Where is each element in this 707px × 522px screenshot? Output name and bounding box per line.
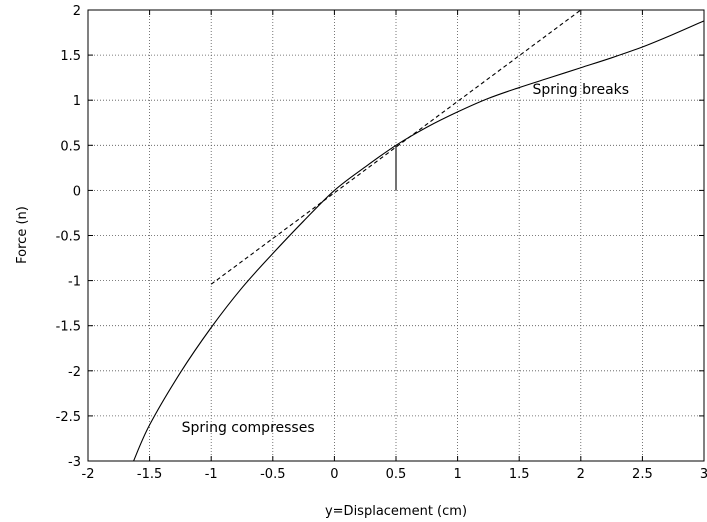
y-tick-label: 0 — [73, 184, 81, 199]
x-tick-label: -1 — [205, 467, 218, 482]
y-tick-label: 1 — [73, 94, 81, 109]
annotation-spring-compresses: Spring compresses — [182, 420, 315, 436]
y-axis-label: Force (n) — [15, 206, 30, 264]
x-tick-label: 2.5 — [632, 467, 653, 482]
y-tick-label: -3 — [68, 455, 81, 470]
x-tick-label: 2 — [577, 467, 585, 482]
y-tick-label: -1.5 — [56, 320, 81, 335]
series-group — [133, 9, 705, 462]
annotation-spring-breaks: Spring breaks — [533, 82, 630, 98]
y-tick-label: 1.5 — [60, 49, 81, 64]
y-tick-label: -1 — [68, 275, 81, 290]
x-tick-label: -1.5 — [137, 467, 162, 482]
ticks — [87, 9, 705, 462]
x-tick-label: 3 — [700, 467, 707, 482]
y-tick-label: -0.5 — [56, 230, 81, 245]
x-axis-label: y=Displacement (cm) — [325, 504, 467, 519]
y-tick-label: -2 — [68, 365, 81, 380]
x-tick-label: 0 — [330, 467, 338, 482]
x-tick-label: -2 — [82, 467, 95, 482]
tick-labels: -2 -1.5 -1 -0.5 0 0.5 1 1.5 2 2.5 3 -3 -2.5 -2 -1.5 -1 -… — [56, 4, 707, 482]
x-tick-label: -0.5 — [260, 467, 285, 482]
x-tick-label: 1 — [453, 467, 461, 482]
force-curve — [133, 20, 705, 462]
grid — [88, 10, 704, 461]
y-tick-label: -2.5 — [56, 410, 81, 425]
x-tick-label: 1.5 — [509, 467, 530, 482]
y-tick-label: 0.5 — [60, 139, 81, 154]
annotations: Spring breaks Spring compresses — [182, 82, 629, 436]
x-tick-label: 0.5 — [386, 467, 407, 482]
y-tick-label: 2 — [73, 4, 81, 19]
